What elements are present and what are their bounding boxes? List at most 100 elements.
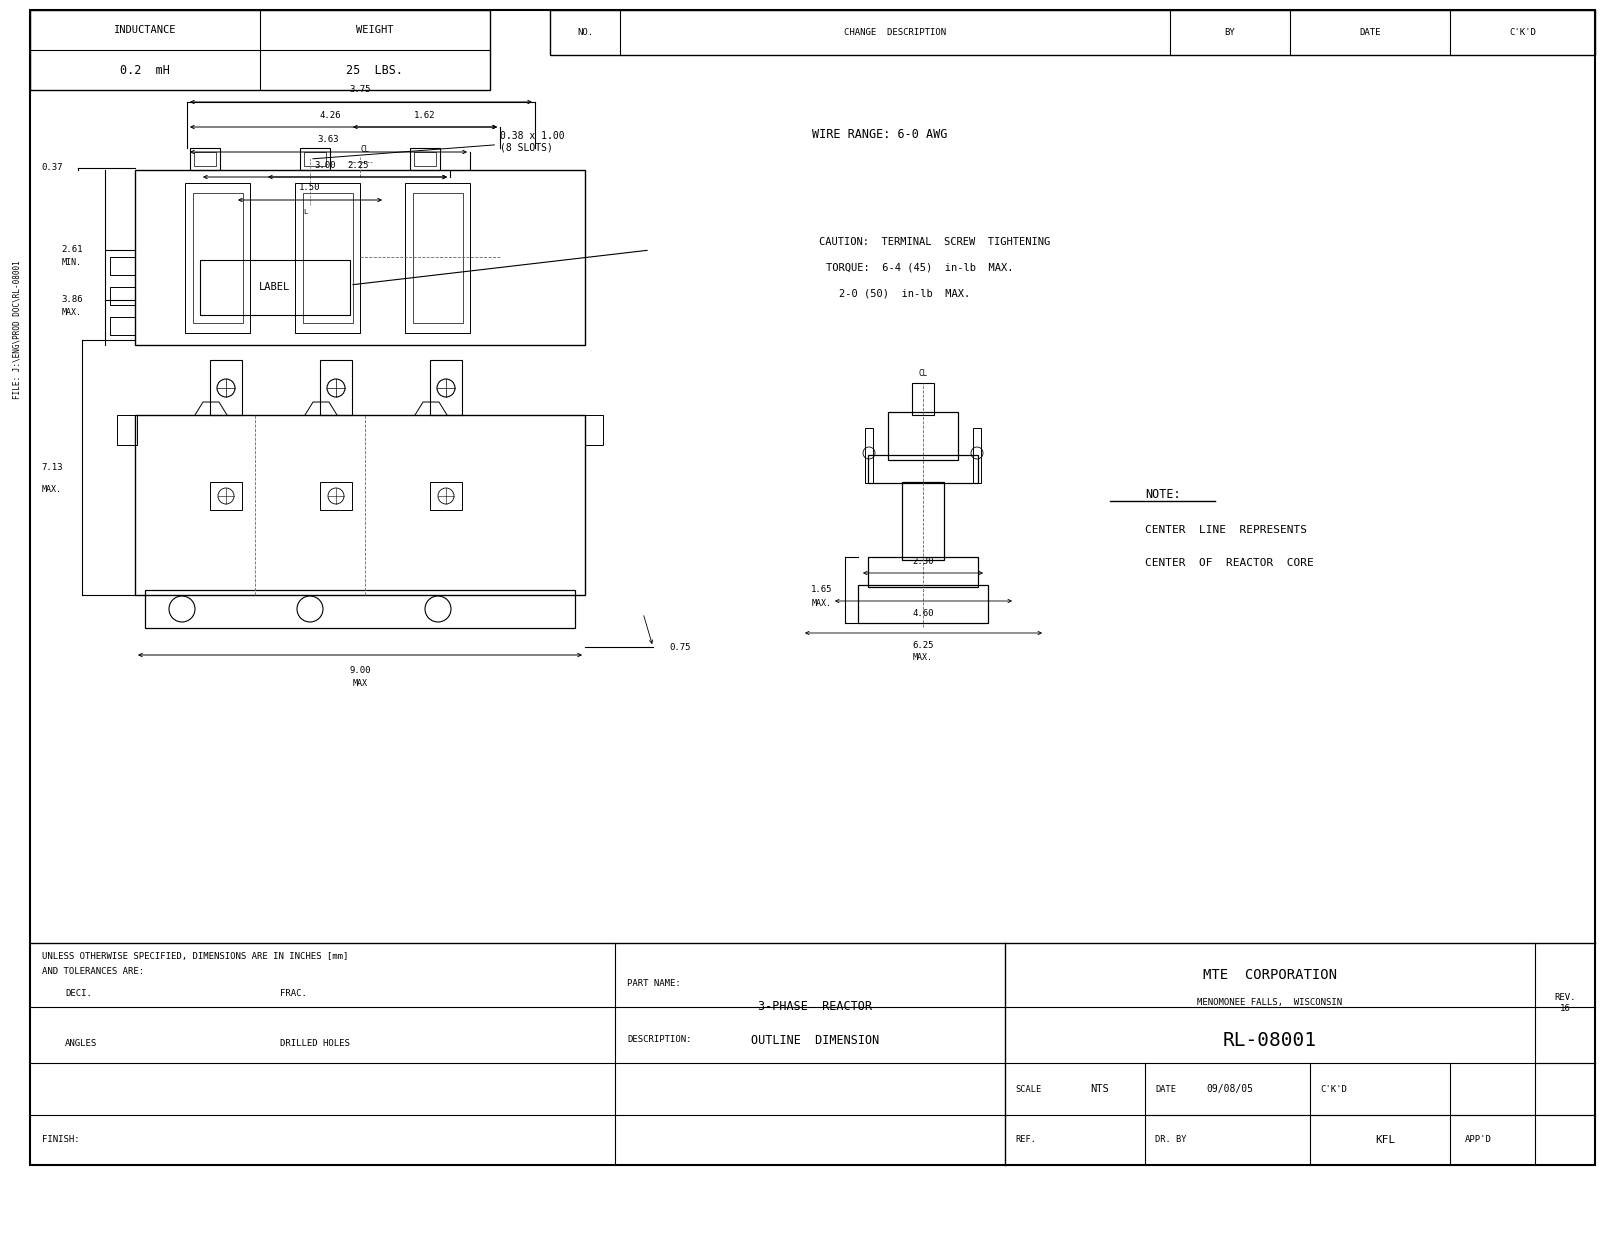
Text: RL-08001: RL-08001 bbox=[1222, 1030, 1317, 1050]
Text: DATE: DATE bbox=[1360, 28, 1381, 38]
Text: CHANGE  DESCRIPTION: CHANGE DESCRIPTION bbox=[843, 28, 946, 38]
Text: PART NAME:: PART NAME: bbox=[627, 979, 680, 988]
Text: WEIGHT: WEIGHT bbox=[357, 25, 394, 35]
Text: 7.13: 7.13 bbox=[42, 462, 62, 471]
Bar bbox=[413, 192, 462, 322]
Text: FRAC.: FRAC. bbox=[280, 989, 307, 998]
Text: C'K'D: C'K'D bbox=[1509, 28, 1536, 38]
Text: LABEL: LABEL bbox=[259, 282, 291, 292]
Text: 1.50: 1.50 bbox=[299, 184, 320, 192]
Text: 1.62: 1.62 bbox=[414, 110, 435, 120]
Text: KFL: KFL bbox=[1374, 1135, 1395, 1145]
Bar bbox=[405, 182, 470, 332]
Text: INDUCTANCE: INDUCTANCE bbox=[114, 25, 176, 35]
Bar bbox=[210, 482, 242, 510]
Bar bbox=[902, 482, 944, 560]
Text: MAX: MAX bbox=[352, 679, 368, 688]
Text: CL: CL bbox=[360, 145, 370, 155]
Text: NTS: NTS bbox=[1091, 1084, 1109, 1094]
Text: 3.00: 3.00 bbox=[314, 160, 336, 170]
Bar bbox=[858, 585, 989, 622]
Text: BY: BY bbox=[1224, 28, 1235, 38]
Text: 1.65: 1.65 bbox=[811, 585, 832, 595]
Bar bbox=[320, 482, 352, 510]
Text: MAX.: MAX. bbox=[42, 485, 62, 495]
Text: CENTER  LINE  REPRESENTS: CENTER LINE REPRESENTS bbox=[1146, 525, 1307, 535]
Text: TORQUE:  6-4 (45)  in-lb  MAX.: TORQUE: 6-4 (45) in-lb MAX. bbox=[826, 262, 1014, 272]
Text: 0.75: 0.75 bbox=[669, 642, 691, 651]
Text: CAUTION:  TERMINAL  SCREW  TIGHTENING: CAUTION: TERMINAL SCREW TIGHTENING bbox=[819, 238, 1051, 248]
Text: 3.63: 3.63 bbox=[317, 135, 339, 145]
Text: DESCRIPTION:: DESCRIPTION: bbox=[627, 1035, 691, 1045]
Text: OUTLINE  DIMENSION: OUTLINE DIMENSION bbox=[750, 1034, 878, 1046]
Text: 3.75: 3.75 bbox=[349, 85, 371, 95]
Text: 0.38 x 1.00
(8 SLOTS): 0.38 x 1.00 (8 SLOTS) bbox=[312, 131, 565, 159]
Bar bbox=[866, 428, 874, 483]
Bar bbox=[110, 318, 134, 335]
Text: AND TOLERANCES ARE:: AND TOLERANCES ARE: bbox=[42, 968, 144, 976]
Bar bbox=[194, 152, 216, 166]
Text: 25  LBS.: 25 LBS. bbox=[347, 64, 403, 76]
Text: L: L bbox=[302, 209, 307, 215]
Text: UNLESS OTHERWISE SPECIFIED, DIMENSIONS ARE IN INCHES [mm]: UNLESS OTHERWISE SPECIFIED, DIMENSIONS A… bbox=[42, 952, 349, 961]
Text: MAX.: MAX. bbox=[62, 309, 82, 318]
Text: FINISH:: FINISH: bbox=[42, 1135, 80, 1145]
Text: 09/08/05: 09/08/05 bbox=[1206, 1084, 1253, 1094]
Bar bbox=[414, 152, 435, 166]
Text: NOTE:: NOTE: bbox=[1146, 489, 1181, 501]
Bar bbox=[186, 182, 250, 332]
Text: REF.: REF. bbox=[1014, 1135, 1037, 1145]
Text: 2.61: 2.61 bbox=[61, 245, 83, 255]
Bar bbox=[110, 288, 134, 305]
Bar bbox=[867, 558, 978, 588]
Text: 4.60: 4.60 bbox=[912, 609, 934, 618]
Bar bbox=[912, 382, 934, 415]
Text: ANGLES: ANGLES bbox=[66, 1039, 98, 1048]
Text: DECI.: DECI. bbox=[66, 989, 91, 998]
Text: 2.25: 2.25 bbox=[347, 160, 368, 170]
Text: 0.2  mH: 0.2 mH bbox=[120, 64, 170, 76]
Text: APP'D: APP'D bbox=[1466, 1135, 1491, 1145]
Bar bbox=[30, 10, 490, 90]
Bar bbox=[430, 482, 462, 510]
Bar bbox=[550, 10, 1595, 55]
Text: CL: CL bbox=[918, 369, 928, 378]
Text: 6.25: 6.25 bbox=[912, 640, 934, 650]
Text: 2.30: 2.30 bbox=[912, 558, 934, 566]
Bar bbox=[586, 415, 603, 445]
Bar bbox=[294, 182, 360, 332]
Text: REV.
16: REV. 16 bbox=[1554, 994, 1576, 1012]
Bar bbox=[430, 360, 462, 415]
Bar bbox=[117, 415, 138, 445]
Text: FILE: J:\ENG\PROD DOC\RL-08001: FILE: J:\ENG\PROD DOC\RL-08001 bbox=[13, 261, 21, 400]
Bar bbox=[320, 360, 352, 415]
Bar bbox=[973, 428, 981, 483]
Bar bbox=[134, 415, 586, 595]
Text: C'K'D: C'K'D bbox=[1320, 1085, 1347, 1094]
Bar bbox=[302, 192, 354, 322]
Text: CENTER  OF  REACTOR  CORE: CENTER OF REACTOR CORE bbox=[1146, 558, 1314, 568]
Text: MAX.: MAX. bbox=[811, 599, 832, 608]
Text: MENOMONEE FALLS,  WISCONSIN: MENOMONEE FALLS, WISCONSIN bbox=[1197, 998, 1342, 1006]
Bar bbox=[888, 412, 958, 460]
Text: 3.86: 3.86 bbox=[61, 295, 83, 305]
Text: MIN.: MIN. bbox=[62, 259, 82, 268]
Bar bbox=[110, 258, 134, 275]
Text: MAX.: MAX. bbox=[914, 654, 933, 662]
Text: 0.37: 0.37 bbox=[42, 164, 62, 172]
Bar bbox=[190, 148, 219, 170]
Bar bbox=[134, 170, 586, 345]
Text: DATE: DATE bbox=[1155, 1085, 1176, 1094]
Bar bbox=[194, 192, 243, 322]
Text: 9.00: 9.00 bbox=[349, 665, 371, 675]
Bar bbox=[410, 148, 440, 170]
Text: MTE  CORPORATION: MTE CORPORATION bbox=[1203, 968, 1338, 982]
Bar bbox=[210, 360, 242, 415]
Text: 4.26: 4.26 bbox=[320, 110, 341, 120]
Bar bbox=[867, 455, 978, 482]
Bar bbox=[146, 590, 574, 628]
Text: DR. BY: DR. BY bbox=[1155, 1135, 1187, 1145]
Text: SCALE: SCALE bbox=[1014, 1085, 1042, 1094]
Text: WIRE RANGE: 6-0 AWG: WIRE RANGE: 6-0 AWG bbox=[813, 129, 947, 141]
Bar bbox=[200, 260, 350, 315]
